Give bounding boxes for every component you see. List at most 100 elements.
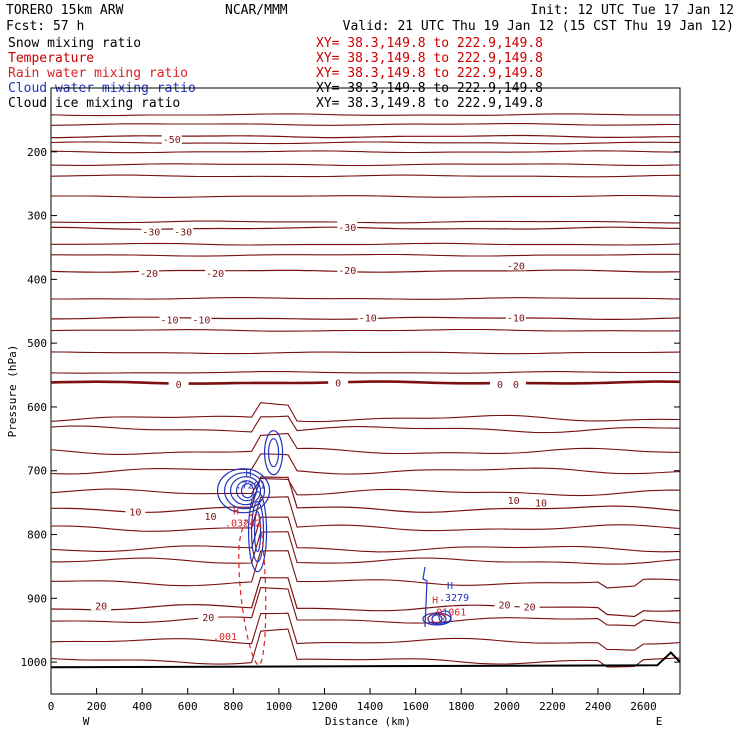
isotherm-label-bg (505, 311, 526, 323)
cloud-water-contour (250, 501, 265, 563)
rain-water-max-marker: H (233, 506, 239, 517)
isotherm-line (50, 415, 681, 434)
isotherm-label: -10 (192, 316, 210, 327)
isotherm-label: 10 (129, 508, 141, 519)
field-name: Cloud ice mixing ratio (8, 96, 180, 111)
isotherm-label-bg (505, 377, 526, 389)
x-tick-label: 600 (178, 700, 198, 713)
y-tick-label: 700 (27, 465, 47, 478)
isotherm-line (50, 194, 681, 198)
valid-time: Valid: 21 UTC Thu 19 Jan 12 (15 CST Thu … (343, 19, 734, 34)
isotherm-label-bg (200, 510, 221, 522)
isotherm-label-bg (505, 259, 526, 271)
isotherm-line (50, 163, 681, 167)
cloud-water-contour (263, 430, 284, 476)
terrain (50, 651, 681, 669)
isotherm-line (50, 123, 680, 126)
isotherm-label: -50 (163, 135, 181, 146)
isotherm-label: 0 (513, 380, 519, 391)
cloud-water-max-value: .3279 (439, 593, 469, 604)
isotherm-label-bg (519, 600, 540, 612)
isotherm-label: 0 (176, 380, 182, 391)
isotherm-line (50, 587, 681, 627)
cloud-water-contour (240, 483, 255, 499)
cloud-water-contour (267, 438, 280, 468)
cloud-water-contour (235, 480, 258, 502)
isotherm-label-bg (125, 505, 146, 517)
isotherm-line (50, 402, 681, 423)
isotherm-label-bg (503, 494, 524, 506)
isotherm-label-bg (191, 313, 212, 325)
rain-water-max-value: .01061 (430, 608, 466, 619)
isotherm-line (50, 516, 681, 553)
isotherm-label: -10 (160, 316, 178, 327)
x-tick-label: 1800 (448, 700, 475, 713)
isotherm-label: -20 (140, 269, 158, 280)
isotherm-label-bg (91, 599, 112, 611)
cloud-water-max-value: .7201 (236, 481, 266, 492)
y-axis-title: Pressure (hPa) (6, 345, 19, 438)
isotherm-line (50, 371, 681, 374)
isotherm-label-bg (530, 496, 551, 508)
plot-frame (50, 87, 681, 695)
isotherm-line (51, 476, 681, 513)
west-label: W (83, 715, 90, 728)
x-tick-label: 1600 (402, 700, 429, 713)
field-name: Snow mixing ratio (8, 36, 141, 51)
x-tick-label: 1400 (357, 700, 384, 713)
isotherm-line (50, 328, 681, 332)
isotherm-label: -30 (174, 228, 192, 239)
isotherm-label: -20 (338, 266, 356, 277)
cloud-water-max-marker: H (246, 469, 252, 480)
cloud-water-contour (438, 610, 452, 624)
isotherm-line (50, 496, 681, 532)
x-tick-label: 200 (87, 700, 107, 713)
isotherm-label-bg (138, 266, 159, 278)
isotherm-label: -10 (359, 314, 377, 325)
isotherm-line (50, 351, 681, 355)
y-tick-label: 500 (27, 337, 47, 350)
isotherm-label: 0 (335, 379, 341, 390)
y-tick-label: 600 (27, 401, 47, 414)
field-name: Rain water mixing ratio (8, 66, 188, 81)
x-tick-label: 0 (48, 700, 55, 713)
y-tick-label: 300 (27, 210, 47, 223)
isotherm-label: 20 (498, 601, 510, 612)
isotherm-label-bg (357, 311, 378, 323)
isotherm-label-bg (205, 266, 226, 278)
forecast-hour: Fcst: 57 h (6, 19, 84, 34)
y-tick-label: 900 (27, 592, 47, 605)
isotherm-label-bg (141, 225, 162, 237)
cloud-water-contour (247, 491, 268, 573)
isotherm-label: 20 (202, 613, 214, 624)
east-label: E (656, 715, 663, 728)
rain-water-contour-label: .001 (213, 632, 237, 643)
isotherm-label-bg (161, 133, 182, 145)
isotherm-line (50, 141, 680, 145)
isotherm-line (51, 220, 680, 224)
isotherm-line (50, 380, 681, 385)
rain-water-contours (238, 513, 445, 666)
isotherm-line (50, 612, 681, 651)
isotherm-label: 10 (508, 496, 520, 507)
cloud-water-contour (216, 468, 271, 514)
model-name: TORERO 15km ARW (6, 3, 124, 18)
terrain-line (50, 651, 681, 669)
isotherm-label: 0 (497, 380, 503, 391)
x-tick-label: 800 (223, 700, 243, 713)
rain-water-max-value: .03242 (225, 518, 261, 529)
isotherm-label: 20 (95, 601, 107, 612)
center-name: NCAR/MMM (225, 3, 288, 18)
field-list: Snow mixing ratio XY= 38.3,149.8 to 222.9… (8, 36, 543, 111)
field-name: Temperature (8, 51, 94, 66)
x-tick-label: 1200 (311, 700, 338, 713)
cloud-water-contour (223, 472, 266, 510)
rain-water-max-marker: H (432, 596, 438, 607)
isotherm-line (50, 150, 680, 154)
isotherm-line (51, 134, 680, 139)
isotherm-line (50, 531, 681, 565)
isotherm-label: 10 (535, 499, 547, 510)
isotherm-label-bg (173, 225, 194, 237)
isotherm-label-bg (494, 598, 515, 610)
isotherm-label: 10 (205, 512, 217, 523)
